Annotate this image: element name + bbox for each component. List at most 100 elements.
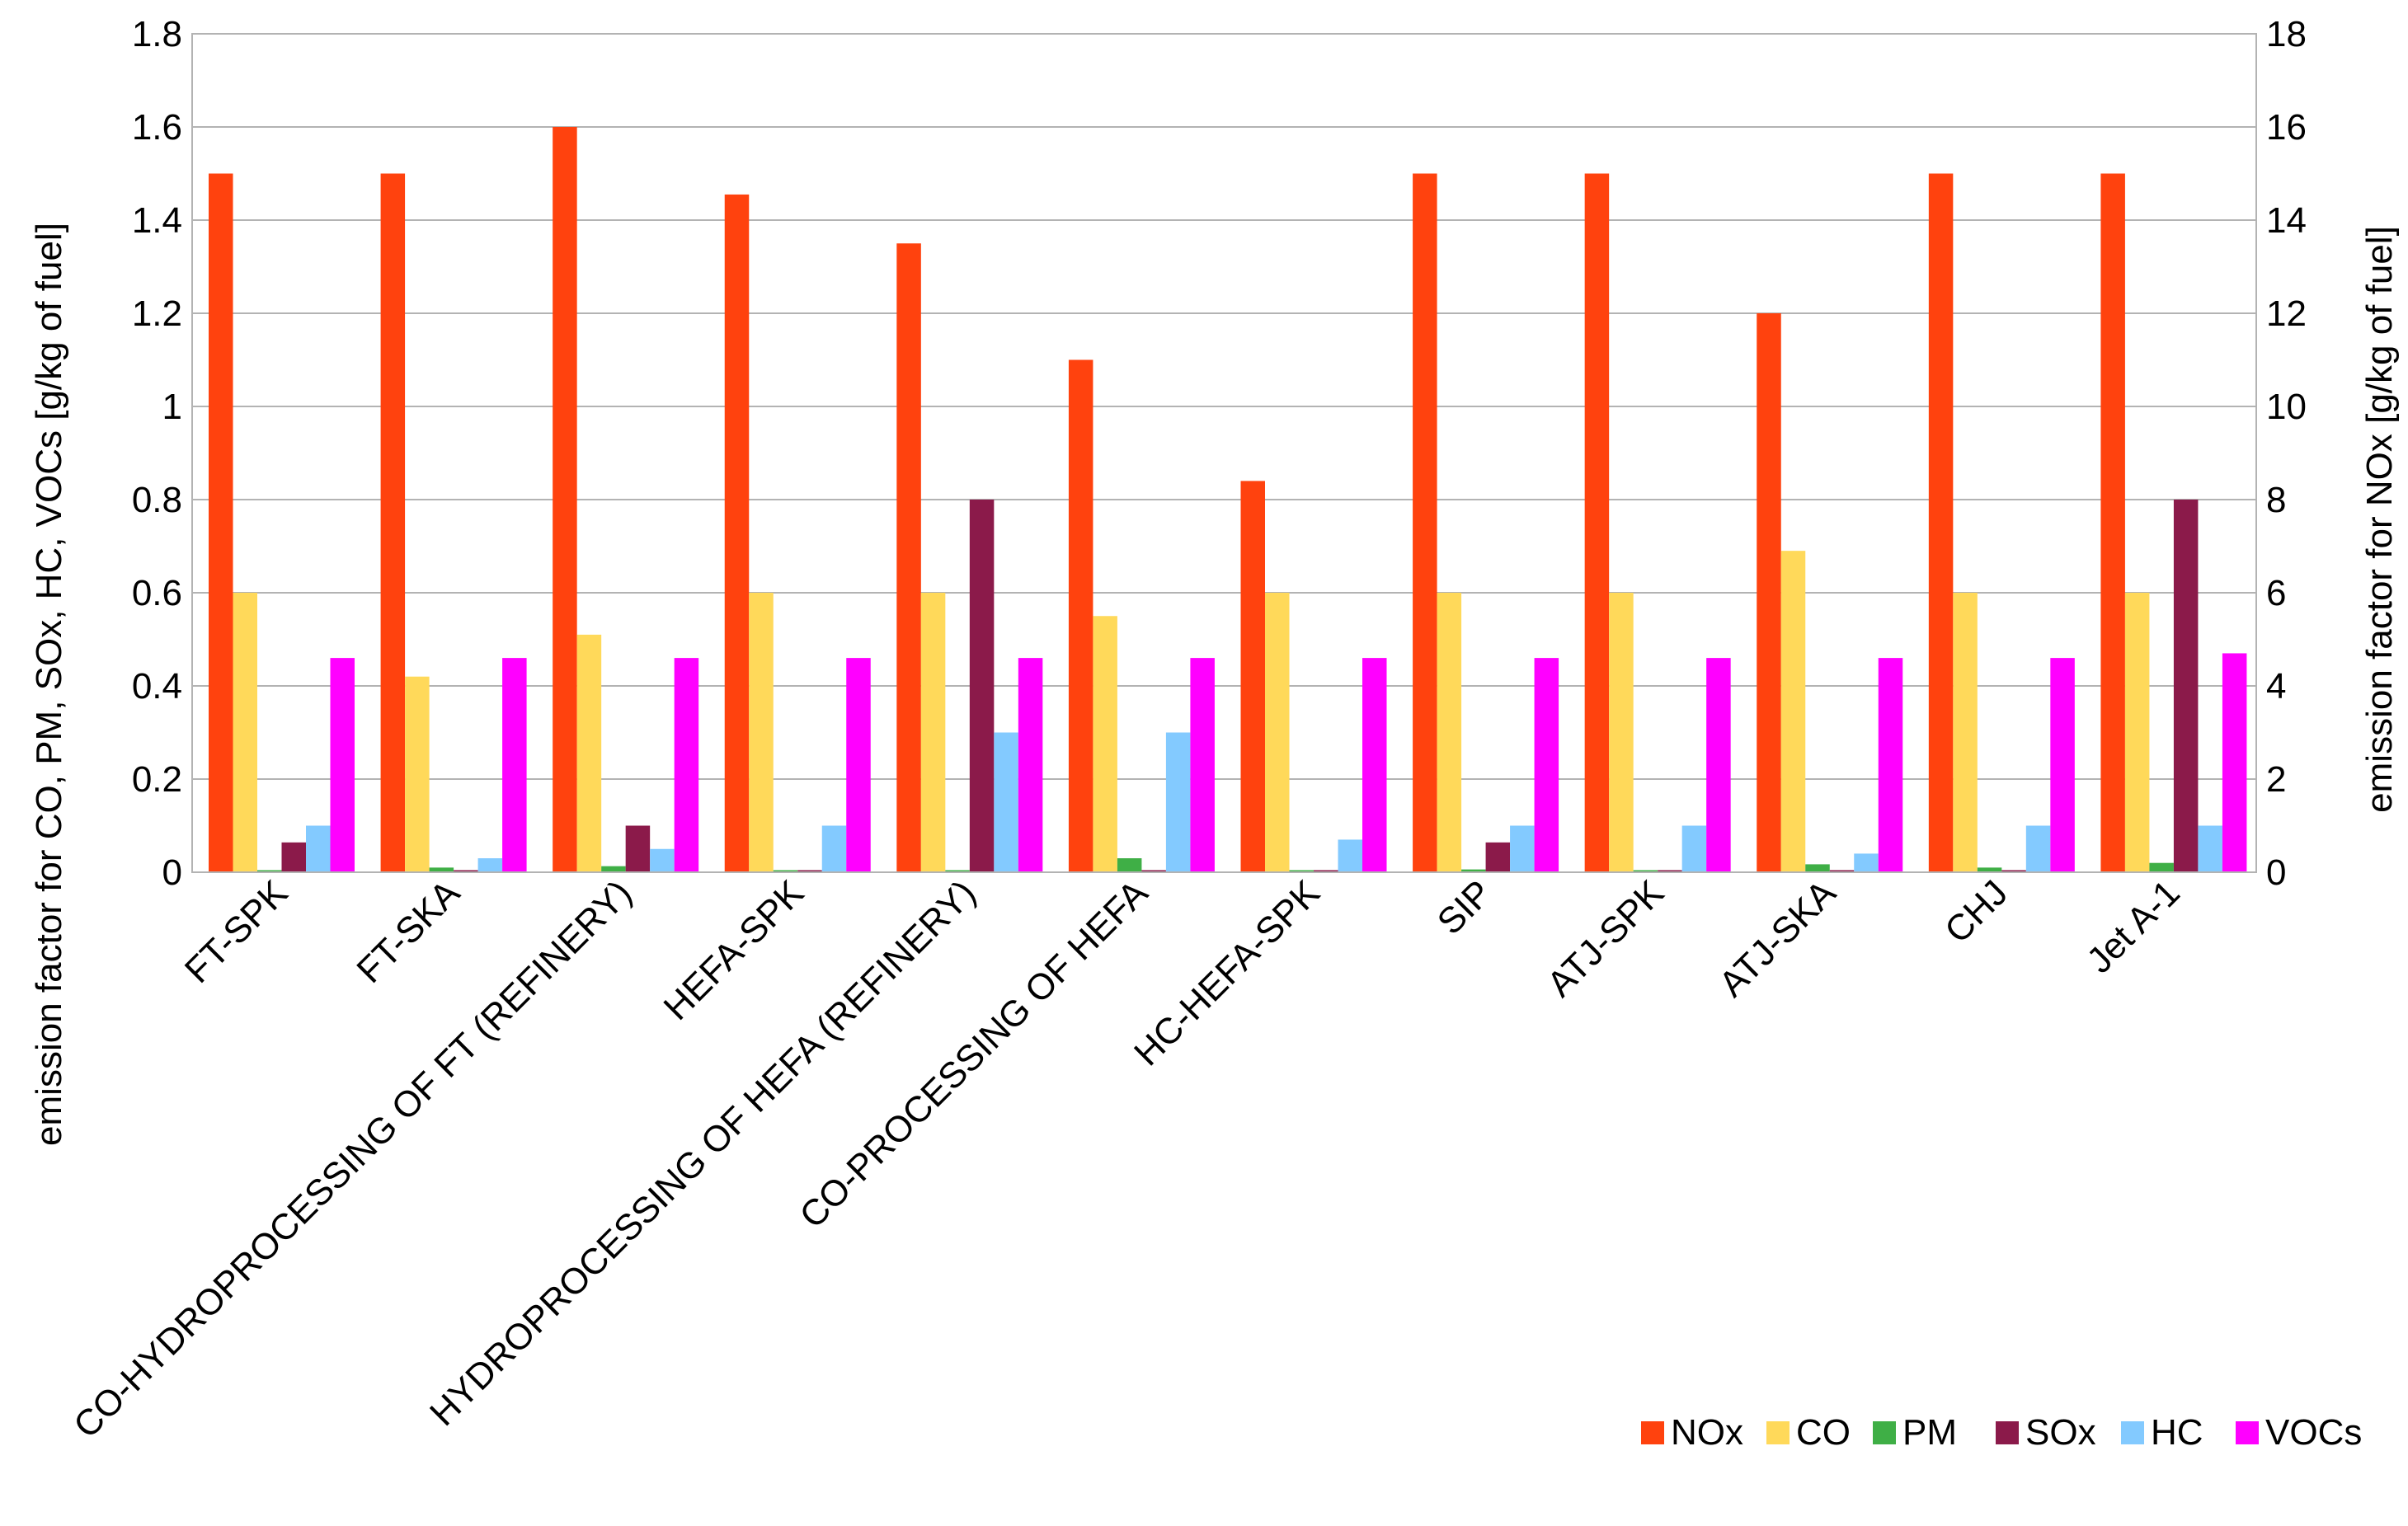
legend-label-pm: PM bbox=[1902, 1412, 1957, 1453]
category-label: CHJ bbox=[1937, 872, 2015, 951]
bar-vocs bbox=[1190, 658, 1215, 872]
legend: NOx CO PM SOx HC VOCs bbox=[1641, 1412, 2362, 1453]
legend-label-nox: NOx bbox=[1671, 1412, 1743, 1453]
plot-frame bbox=[191, 33, 2257, 873]
bar-vocs bbox=[846, 658, 871, 872]
left-tick-label: 1.6 bbox=[132, 107, 182, 148]
category-label: FT-SKA bbox=[349, 872, 468, 991]
right-tick-label: 4 bbox=[2266, 666, 2286, 707]
bar-sox bbox=[2173, 500, 2199, 872]
bar-pm bbox=[429, 867, 454, 872]
legend-swatch-hc bbox=[2121, 1421, 2144, 1444]
bar-co bbox=[1953, 593, 1978, 872]
bar-nox bbox=[896, 243, 921, 872]
left-tick-label: 1 bbox=[162, 387, 182, 427]
bar-hc bbox=[994, 732, 1018, 872]
bar-pm bbox=[1977, 867, 2002, 872]
right-tick-label: 14 bbox=[2266, 200, 2307, 241]
bar-co bbox=[1780, 551, 1806, 872]
bar-pm bbox=[1117, 858, 1142, 872]
legend-label-sox: SOx bbox=[2025, 1412, 2096, 1453]
right-tick-label: 8 bbox=[2266, 480, 2286, 520]
bar-co bbox=[233, 593, 257, 872]
bar-nox bbox=[1584, 173, 1610, 872]
bar-pm bbox=[773, 870, 798, 872]
bar-co bbox=[1093, 616, 1117, 872]
bar-sox bbox=[1829, 870, 1855, 872]
bar-pm bbox=[1461, 869, 1486, 872]
bar-sox bbox=[1141, 870, 1166, 872]
bar-hc bbox=[1854, 853, 1879, 872]
left-tick-label: 0.8 bbox=[132, 480, 182, 520]
category-label: SIP bbox=[1430, 872, 1500, 942]
bar-sox bbox=[797, 870, 822, 872]
bar-nox bbox=[724, 194, 750, 873]
category-label: FT-SPK bbox=[177, 872, 296, 991]
left-axis-ticks: 0 0.2 0.4 0.6 0.8 1 1.2 1.4 1.6 1.8 bbox=[132, 14, 182, 893]
legend-label-vocs: VOCs bbox=[2265, 1412, 2362, 1453]
left-tick-label: 0.4 bbox=[132, 666, 182, 707]
bar-pm bbox=[1633, 870, 1658, 872]
bar-hc bbox=[650, 848, 675, 872]
bar-pm bbox=[1805, 864, 1830, 872]
bar-hc bbox=[1338, 839, 1362, 872]
bar-vocs bbox=[1706, 658, 1731, 872]
bar-vocs bbox=[1018, 658, 1043, 872]
right-tick-label: 0 bbox=[2266, 852, 2286, 893]
bar-co bbox=[1609, 593, 1634, 872]
bar-nox bbox=[1413, 173, 1437, 872]
bar-sox bbox=[1485, 842, 1511, 872]
bar-nox bbox=[380, 173, 406, 872]
bar-hc bbox=[821, 825, 847, 872]
bar-pm bbox=[601, 866, 626, 872]
legend-swatch-co bbox=[1766, 1421, 1790, 1444]
bar-pm bbox=[2149, 862, 2174, 872]
bar-co bbox=[2124, 593, 2150, 872]
legend-swatch-pm bbox=[1873, 1421, 1896, 1444]
category-label: HC-HEFA-SPK bbox=[1126, 872, 1328, 1073]
bar-vocs bbox=[502, 658, 527, 872]
bar-nox bbox=[1240, 481, 1265, 872]
bar-pm bbox=[257, 870, 282, 872]
bar-co bbox=[1437, 593, 1462, 872]
bar-nox bbox=[1928, 173, 1954, 872]
right-tick-label: 10 bbox=[2266, 387, 2307, 427]
left-tick-label: 0.6 bbox=[132, 573, 182, 613]
bar-hc bbox=[1165, 732, 1191, 872]
bar-vocs bbox=[1362, 658, 1387, 872]
bars bbox=[209, 127, 2247, 873]
left-tick-label: 1.2 bbox=[132, 293, 182, 334]
right-tick-label: 12 bbox=[2266, 293, 2307, 334]
bar-vocs bbox=[330, 658, 355, 872]
category-label: Jet A-1 bbox=[2079, 872, 2187, 980]
bar-pm bbox=[1289, 870, 1314, 872]
category-label: HEFA-SPK bbox=[656, 872, 812, 1028]
category-label: ATJ-SPK bbox=[1540, 872, 1672, 1004]
bar-vocs bbox=[2222, 653, 2247, 872]
legend-label-co: CO bbox=[1796, 1412, 1851, 1453]
bar-hc bbox=[2025, 825, 2051, 872]
bar-nox bbox=[2100, 173, 2125, 872]
bar-hc bbox=[477, 858, 503, 872]
bar-sox bbox=[625, 825, 651, 872]
legend-swatch-vocs bbox=[2236, 1421, 2259, 1444]
bar-nox bbox=[553, 127, 577, 872]
legend-swatch-sox bbox=[1996, 1421, 2019, 1444]
bar-sox bbox=[454, 870, 478, 872]
bar-vocs bbox=[674, 658, 699, 872]
bar-sox bbox=[1314, 870, 1338, 872]
bar-sox bbox=[969, 500, 995, 872]
left-tick-label: 0.2 bbox=[132, 759, 182, 800]
right-axis-ticks: 0 2 4 6 8 10 12 14 16 18 bbox=[2266, 14, 2307, 893]
bar-vocs bbox=[1534, 658, 1559, 872]
bar-co bbox=[1265, 593, 1290, 872]
right-tick-label: 18 bbox=[2266, 14, 2307, 54]
bar-vocs bbox=[1878, 658, 1903, 872]
bar-co bbox=[920, 593, 946, 872]
left-tick-label: 0 bbox=[162, 852, 182, 893]
legend-swatch-nox bbox=[1641, 1421, 1664, 1444]
bar-sox bbox=[281, 842, 306, 872]
left-axis-title: emission factor for CO, PM, SOx, HC, VOC… bbox=[29, 223, 69, 1146]
